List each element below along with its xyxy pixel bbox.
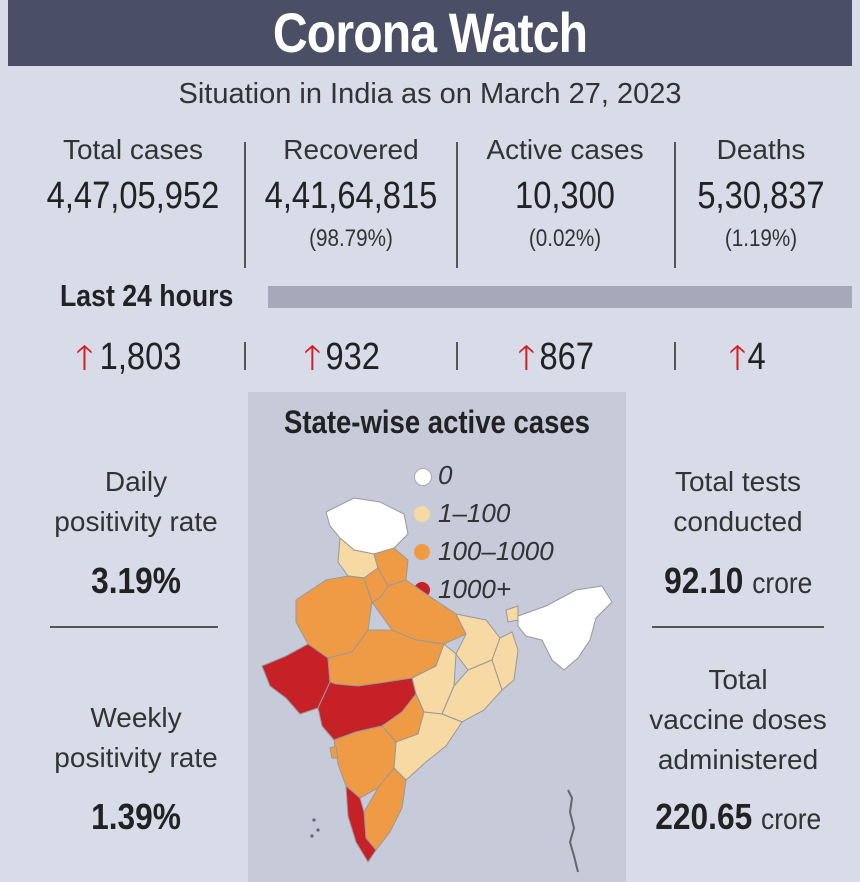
- header-title: Corona Watch: [272, 1, 588, 64]
- value-text: 3.19%: [91, 560, 181, 601]
- divider: [456, 142, 458, 268]
- delta-value: 867: [539, 336, 595, 378]
- stat-active-cases: Active cases 10,300 (0.02%): [460, 130, 670, 256]
- label-line: vaccine doses: [649, 704, 827, 735]
- legend-label: 1–100: [438, 498, 511, 528]
- stat-recovered: Recovered 4,41,64,815 (98.79%): [246, 130, 456, 256]
- delta-value: 4: [747, 336, 766, 378]
- legend-swatch: [414, 506, 430, 522]
- legend-label: 100–1000: [438, 536, 554, 566]
- last-24-hours-bar: [268, 286, 852, 308]
- label-line: administered: [657, 744, 819, 775]
- total-tests-label: Total tests conducted: [628, 462, 848, 542]
- delta-deaths: 🡑4: [648, 334, 848, 391]
- map-title: State-wise active cases: [284, 404, 590, 440]
- daily-positivity-label: Daily positivity rate: [18, 462, 254, 542]
- label-line: Total: [708, 664, 768, 695]
- daily-positivity-value: 3.19%: [18, 560, 254, 602]
- label-line: Total tests: [674, 466, 802, 497]
- stat-value: 4,41,64,815: [264, 175, 438, 217]
- stat-value: 5,30,837: [697, 175, 825, 217]
- region-north-white: [325, 497, 409, 555]
- arrow-up-icon: 🡑: [75, 339, 94, 377]
- header-banner: Corona Watch: [8, 0, 852, 66]
- arrow-up-icon: 🡑: [728, 339, 747, 377]
- unit-text: crore: [751, 567, 813, 600]
- legend-swatch: [414, 468, 432, 486]
- label-line: conducted: [673, 506, 803, 537]
- subtitle: Situation in India as on March 27, 2023: [178, 78, 682, 110]
- weekly-positivity-value: 1.39%: [18, 796, 254, 838]
- delta-total-cases: 🡑 1,803: [32, 334, 232, 391]
- legend-item-2: 100–1000: [414, 536, 554, 567]
- stat-percent: (98.79%): [309, 225, 393, 252]
- stat-percent: (0.02%): [528, 225, 602, 252]
- region-lakshadweep: [312, 818, 316, 822]
- divider: [674, 342, 676, 370]
- region-lakshadweep: [310, 834, 314, 838]
- region-kerala: [345, 784, 377, 863]
- region-goa: [329, 745, 339, 759]
- divider: [674, 142, 676, 268]
- delta-value: 932: [325, 336, 381, 378]
- stat-label: Active cases: [486, 134, 644, 165]
- total-tests-value: 92.10 crore: [628, 560, 848, 602]
- region-lakshadweep: [316, 828, 320, 832]
- stat-deaths: Deaths 5,30,837 (1.19%): [656, 130, 860, 256]
- stat-label: Deaths: [716, 134, 806, 165]
- delta-value: 1,803: [99, 336, 182, 378]
- stat-value: 10,300: [515, 175, 615, 217]
- value-text: 1.39%: [91, 796, 181, 837]
- divider: [456, 342, 458, 370]
- last-24-hours-label: Last 24 hours: [60, 278, 234, 313]
- region-northeast: [517, 585, 613, 671]
- divider: [244, 342, 246, 370]
- unit-text: crore: [760, 803, 821, 836]
- label-line: Weekly: [90, 702, 182, 733]
- arrow-up-icon: 🡑: [517, 339, 536, 377]
- divider: [244, 142, 246, 268]
- legend-item-0: 0: [414, 460, 453, 491]
- stat-label: Recovered: [283, 134, 419, 165]
- label-line: Daily: [104, 466, 168, 497]
- india-map: [261, 497, 613, 873]
- region-andaman: [567, 789, 579, 873]
- total-vaccine-value: 220.65 crore: [628, 796, 848, 838]
- label-line: positivity rate: [54, 742, 218, 773]
- weekly-positivity-label: Weekly positivity rate: [18, 698, 254, 778]
- delta-recovered: 🡑 932: [244, 334, 444, 391]
- divider: [50, 626, 218, 628]
- stat-percent: (1.19%): [724, 225, 798, 252]
- stat-total-cases: Total cases 4,47,05,952: [28, 130, 238, 222]
- label-line: positivity rate: [54, 506, 218, 537]
- region-sikkim: [505, 605, 519, 623]
- stat-label: Total cases: [62, 134, 204, 165]
- arrow-up-icon: 🡑: [303, 339, 322, 377]
- value-text: 92.10: [663, 560, 744, 601]
- legend-label: 1000+: [438, 574, 512, 604]
- stat-value: 4,47,05,952: [46, 175, 220, 217]
- legend-label: 0: [438, 460, 453, 490]
- value-text: 220.65: [655, 796, 752, 837]
- legend-swatch: [414, 544, 430, 560]
- divider: [652, 626, 824, 628]
- legend-item-1: 1–100: [414, 498, 511, 529]
- delta-active-cases: 🡑 867: [458, 334, 658, 391]
- total-vaccine-label: Total vaccine doses administered: [628, 660, 848, 780]
